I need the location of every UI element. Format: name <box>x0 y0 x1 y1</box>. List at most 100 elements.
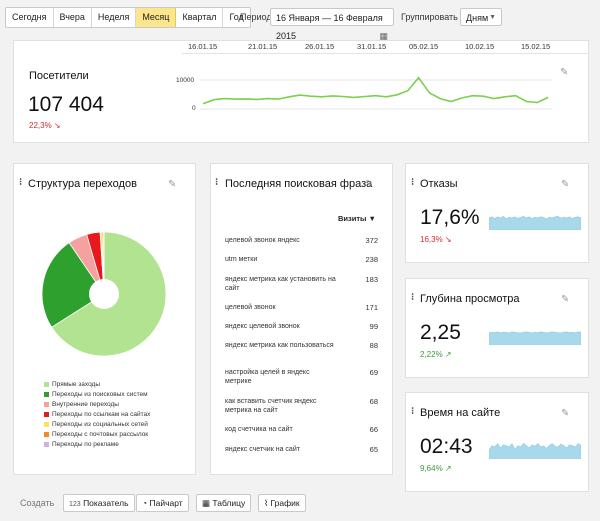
drag-handle-icon[interactable]: ⁝ <box>19 177 23 188</box>
period-quarter[interactable]: Квартал <box>176 8 224 27</box>
date-range-text: 16 Января — 16 Февраля 2015 <box>276 13 383 41</box>
date-tick: 05.02.15 <box>409 42 439 51</box>
pencil-icon[interactable]: ✎ <box>561 294 570 305</box>
legend-swatch <box>44 441 49 447</box>
add-piechart-button[interactable]: ◔ Пайчарт <box>136 494 189 512</box>
add-metric-button[interactable]: 123 Показатель <box>63 494 135 512</box>
kpi-sparkline <box>489 215 581 230</box>
phrases-widget <box>210 163 393 475</box>
date-axis: 16.01.15 21.01.15 26.01.15 31.01.15 05.0… <box>182 40 589 54</box>
phrase-visits: 99 <box>369 322 378 331</box>
phrase-text[interactable]: utm метки <box>225 256 258 263</box>
arrow-up-icon: ↗ <box>442 350 452 359</box>
phrase-text[interactable]: настройка целей в яндекс метрике <box>225 369 310 385</box>
pencil-icon[interactable]: ✎ <box>560 67 569 78</box>
period-week[interactable]: Неделя <box>92 8 137 27</box>
column-header-label: Визиты <box>338 214 367 223</box>
visitors-widget <box>13 40 589 143</box>
pie-icon: ◔ <box>142 498 148 508</box>
arrow-down-icon: ↘ <box>53 121 61 130</box>
phrase-text[interactable]: целевой звонок <box>225 304 276 311</box>
phrase-visits: 68 <box>369 397 378 406</box>
pie-slice[interactable] <box>41 242 105 328</box>
legend-swatch <box>44 381 49 387</box>
legend-swatch <box>44 431 49 437</box>
phrase-visits: 183 <box>365 275 378 284</box>
kpi-sparkline <box>489 442 581 459</box>
kpi-change-text: 9,64% <box>420 464 443 473</box>
drag-handle-icon[interactable]: ⁝ <box>411 177 415 188</box>
add-graph-label: График <box>270 498 300 508</box>
visitors-title: Посетители <box>29 70 89 82</box>
pencil-icon[interactable]: ✎ <box>365 179 374 190</box>
kpi-sparkline <box>489 331 581 345</box>
kpi-card <box>405 392 589 492</box>
sources-pie <box>41 231 167 357</box>
phrase-visits: 88 <box>369 341 378 350</box>
kpi-title: Глубина просмотра <box>420 293 520 305</box>
add-table-label: Таблицу <box>212 498 246 508</box>
pencil-icon[interactable]: ✎ <box>168 179 177 190</box>
legend-item[interactable]: Переходы из поисковых систем <box>44 390 148 399</box>
pencil-icon[interactable]: ✎ <box>561 179 570 190</box>
period-yesterday[interactable]: Вчера <box>54 8 92 27</box>
kpi-change: 9,64% ↗ <box>420 464 452 473</box>
legend-item[interactable]: Переходы по рекламе <box>44 440 119 449</box>
legend-swatch <box>44 401 49 407</box>
period-today[interactable]: Сегодня <box>6 8 54 27</box>
legend-swatch <box>44 421 49 427</box>
legend-label: Переходы из поисковых систем <box>52 391 148 398</box>
legend-label: Внутренние переходы <box>52 401 119 408</box>
drag-handle-icon[interactable]: ⁝ <box>215 177 219 188</box>
phrase-text[interactable]: как вставить счетчик яндекс метрика на с… <box>225 398 317 414</box>
legend-label: Переходы из социальных сетей <box>52 421 148 428</box>
visitors-change: 22,3% ↘ <box>29 121 61 130</box>
pencil-icon[interactable]: ✎ <box>561 408 570 419</box>
chevron-down-icon: ▼ <box>489 14 496 21</box>
kpi-value: 17,6% <box>420 206 480 229</box>
drag-handle-icon[interactable]: ⁝ <box>411 406 415 417</box>
number-icon: 123 <box>69 501 81 508</box>
kpi-value: 02:43 <box>420 435 473 458</box>
group-by-select[interactable]: Дням ▼ <box>460 8 502 26</box>
add-table-button[interactable]: ▦ Таблицу <box>196 494 252 512</box>
date-tick: 16.01.15 <box>188 42 218 51</box>
phrase-text[interactable]: яндекс счетчик на сайт <box>225 446 300 453</box>
group-by-value: Дням <box>466 13 489 23</box>
column-header-visits[interactable]: Визиты ▼ <box>338 214 376 223</box>
phrase-text[interactable]: целевой звонок яндекс <box>225 237 300 244</box>
period-year[interactable]: Год <box>229 12 244 22</box>
date-tick: 31.01.15 <box>357 42 387 51</box>
legend-item[interactable]: Переходы с почтовых рассылок <box>44 430 148 439</box>
add-piechart-label: Пайчарт <box>149 498 183 508</box>
date-range-picker[interactable]: 16 Января — 16 Февраля 2015 ▦ <box>270 8 394 41</box>
kpi-sparkline-area <box>489 331 581 345</box>
date-tick: 21.01.15 <box>248 42 278 51</box>
drag-handle-icon[interactable]: ⁝ <box>411 292 415 303</box>
group-by-label: Группировать по <box>401 12 471 22</box>
period-label: Период <box>240 12 272 22</box>
legend-item[interactable]: Переходы из социальных сетей <box>44 420 148 429</box>
date-tick: 15.02.15 <box>521 42 551 51</box>
legend-item[interactable]: Переходы по ссылкам на сайтах <box>44 410 150 419</box>
sources-title: Структура переходов <box>28 178 137 190</box>
pie-hole <box>89 279 119 309</box>
create-label: Создать <box>20 498 55 508</box>
y-tick: 0 <box>192 105 196 112</box>
date-tick: 26.01.15 <box>305 42 335 51</box>
period-month[interactable]: Месяц <box>136 8 177 27</box>
kpi-change-text: 2,22% <box>420 350 443 359</box>
phrase-text[interactable]: код счетчика на сайт <box>225 426 293 433</box>
phrase-text[interactable]: яндекс метрика как пользоваться <box>225 342 334 349</box>
visitors-value: 107 404 <box>28 93 104 116</box>
add-graph-button[interactable]: ⌇ График <box>258 494 306 512</box>
phrase-text[interactable]: яндекс метрика как установить на сайт <box>225 276 336 292</box>
legend-item[interactable]: Прямые заходы <box>44 380 100 389</box>
legend-swatch <box>44 411 49 417</box>
kpi-sparkline-area <box>489 442 581 459</box>
kpi-card <box>405 278 589 378</box>
phrase-text[interactable]: яндекс целевой звонок <box>225 323 300 330</box>
kpi-change: 2,22% ↗ <box>420 350 452 359</box>
phrase-visits: 69 <box>369 368 378 377</box>
legend-item[interactable]: Внутренние переходы <box>44 400 119 409</box>
